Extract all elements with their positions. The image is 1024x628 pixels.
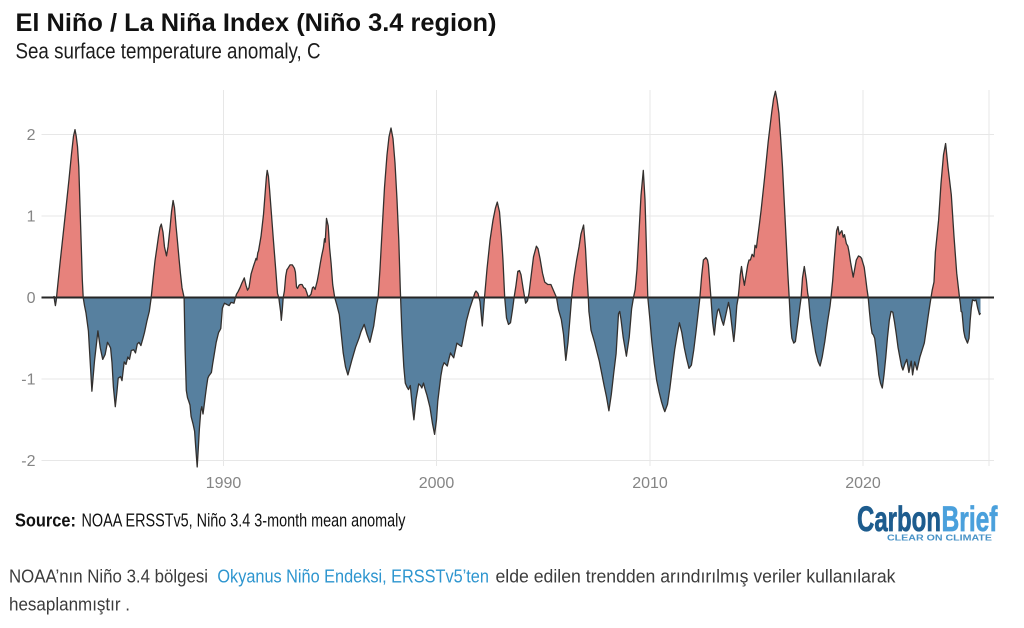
svg-text:2020: 2020 bbox=[845, 475, 881, 492]
svg-text:Brief: Brief bbox=[942, 500, 998, 539]
svg-text:El Niño / La Niña Index (Niño: El Niño / La Niña Index (Niño 3.4 region… bbox=[16, 9, 497, 37]
svg-text:Okyanus Niño Endeksi, ERSSTv5’: Okyanus Niño Endeksi, ERSSTv5’ten bbox=[217, 567, 489, 587]
svg-text:-2: -2 bbox=[21, 453, 35, 470]
svg-text:2000: 2000 bbox=[419, 475, 455, 492]
svg-text:Carbon: Carbon bbox=[857, 500, 941, 539]
svg-text:NOAA ERSSTv5, Niño 3.4 3-month: NOAA ERSSTv5, Niño 3.4 3-month mean anom… bbox=[82, 511, 406, 531]
svg-text:CLEAR ON CLIMATE: CLEAR ON CLIMATE bbox=[887, 534, 993, 543]
svg-text:-1: -1 bbox=[21, 372, 35, 389]
svg-text:1: 1 bbox=[27, 209, 36, 226]
svg-text:2: 2 bbox=[27, 127, 36, 144]
svg-text:elde edilen trendden arındırıl: elde edilen trendden arındırılmış verile… bbox=[496, 567, 897, 587]
svg-text:1990: 1990 bbox=[206, 475, 242, 492]
svg-text:Sea surface temperature anomal: Sea surface temperature anomaly, C bbox=[16, 39, 321, 64]
svg-text:0: 0 bbox=[27, 290, 36, 307]
svg-text:hesaplanmıştır .: hesaplanmıştır . bbox=[9, 595, 130, 615]
svg-text:Source:: Source: bbox=[15, 511, 76, 531]
svg-text:2010: 2010 bbox=[632, 475, 668, 492]
svg-text:NOAA’nın Niño 3.4 bölgesi: NOAA’nın Niño 3.4 bölgesi bbox=[9, 567, 208, 587]
